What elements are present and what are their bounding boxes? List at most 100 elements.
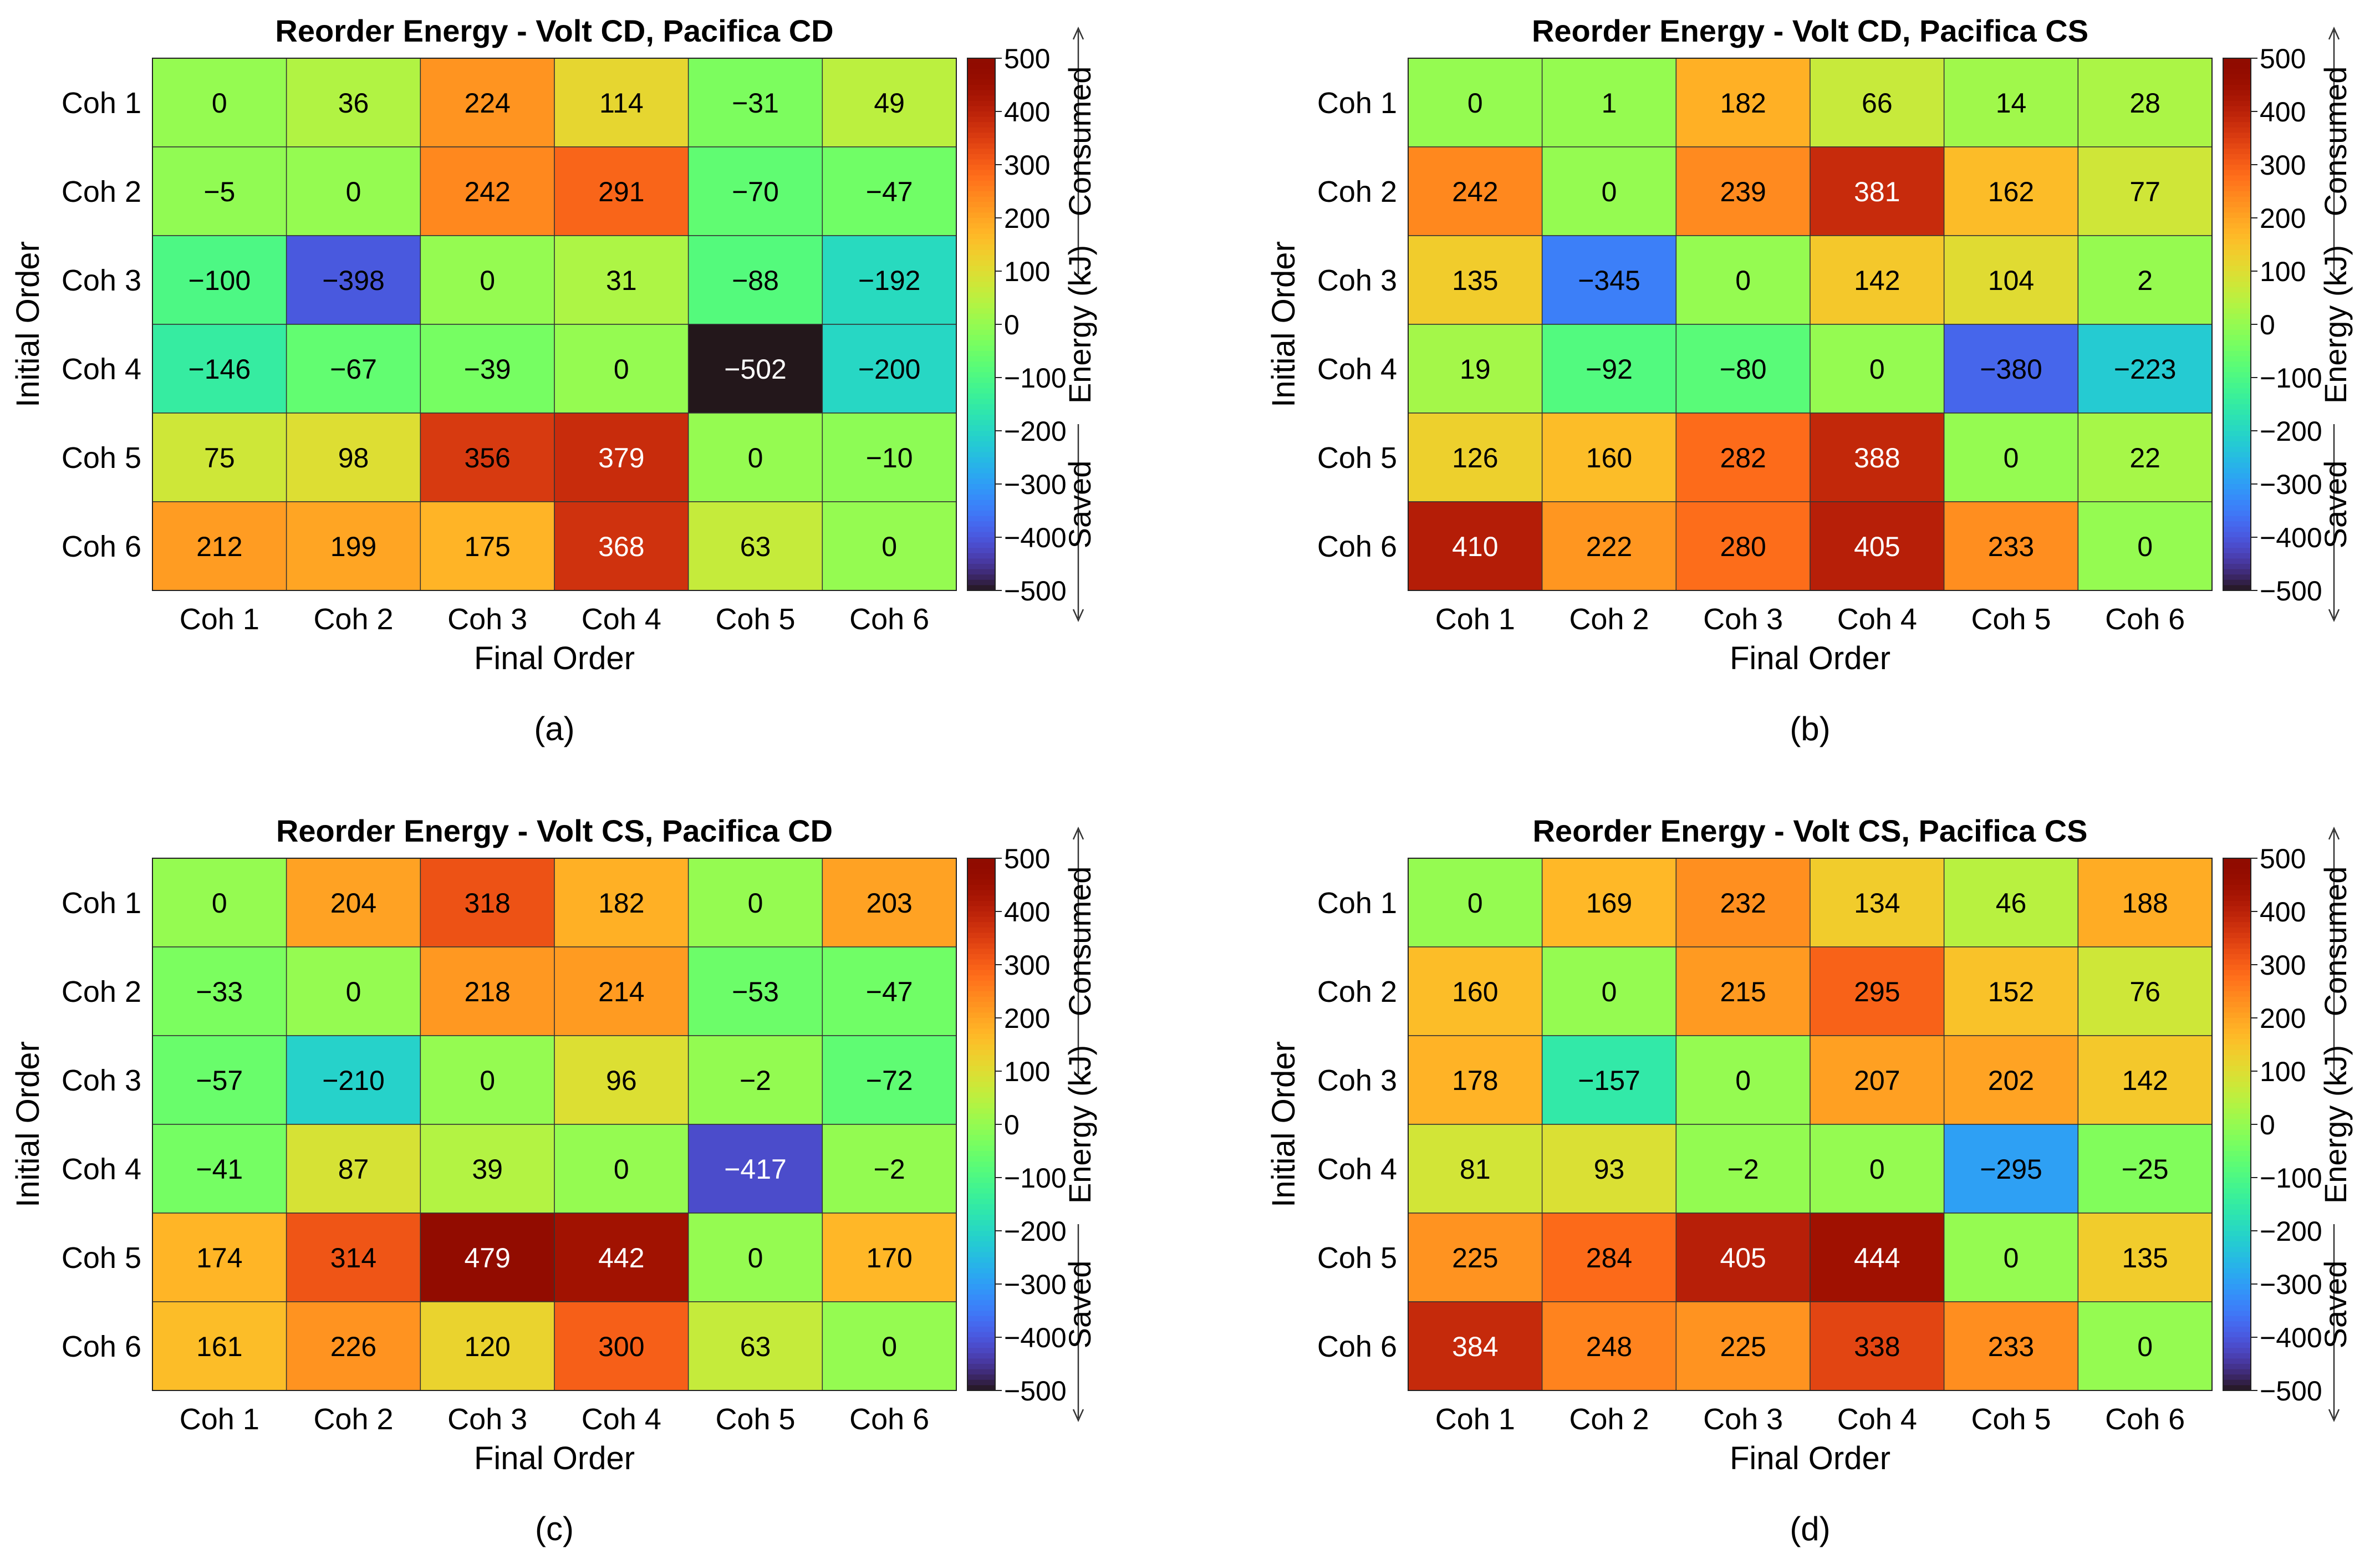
cell-value-label: 282 <box>1720 442 1766 473</box>
cell-value-label: −417 <box>724 1154 787 1185</box>
colorbar-tick-label: 0 <box>1004 1109 1020 1140</box>
colorbar-segment <box>967 895 995 901</box>
x-axis-label: Final Order <box>1730 640 1890 676</box>
colorbar-segment <box>2223 1018 2251 1024</box>
colorbar-segment <box>967 425 995 431</box>
heatmap-cell <box>286 1035 421 1125</box>
colorbar-segment <box>967 938 995 944</box>
colorbar-segment <box>967 569 995 575</box>
colorbar-segment <box>2223 1295 2251 1301</box>
col-tick-label: Coh 4 <box>582 603 661 636</box>
colorbar-segment <box>967 1385 995 1391</box>
colorbar-segment <box>967 1311 995 1317</box>
colorbar-segment <box>2223 409 2251 416</box>
colorbar-segment <box>2223 425 2251 431</box>
colorbar-segment <box>967 1199 995 1205</box>
heatmap-cell <box>1810 1213 1945 1302</box>
col-tick-label: Coh 1 <box>1435 603 1515 636</box>
row-tick-label: Coh 6 <box>1317 1330 1397 1363</box>
colorbar-tick-label: 0 <box>1004 309 1020 340</box>
heatmap-cell <box>687 946 823 1036</box>
cell-value-label: 248 <box>1586 1331 1632 1362</box>
colorbar-segment <box>2223 441 2251 447</box>
cell-value-label: 225 <box>1452 1242 1498 1273</box>
heatmap-cell <box>286 58 421 147</box>
colorbar-tick-label: 200 <box>2260 203 2306 234</box>
colorbar-segment <box>967 1129 995 1136</box>
colorbar-segment <box>2223 885 2251 891</box>
colorbar-segment <box>967 58 995 64</box>
heatmap-cell <box>554 235 689 325</box>
colorbar-segment <box>967 1204 995 1210</box>
colorbar-tick-label: 400 <box>1004 896 1050 928</box>
colorbar-segment <box>967 372 995 378</box>
colorbar-segment <box>2223 95 2251 101</box>
heatmap-cell <box>1541 501 1677 591</box>
colorbar-segment <box>2223 165 2251 171</box>
colorbar-segment <box>2223 1098 2251 1104</box>
heatmap-cell <box>152 1213 287 1302</box>
colorbar-segment <box>2223 1204 2251 1210</box>
heatmap-cell <box>1810 235 1945 325</box>
cell-value-label: −398 <box>322 265 385 296</box>
heatmap-cell <box>152 412 287 502</box>
colorbar-segment <box>2223 282 2251 288</box>
colorbar-segment <box>2223 266 2251 272</box>
row-tick-label: Coh 4 <box>62 353 141 386</box>
cell-value-label: 0 <box>1602 176 1617 207</box>
col-tick-label: Coh 5 <box>715 1403 795 1436</box>
colorbar-segment <box>967 319 995 325</box>
colorbar-segment <box>2223 106 2251 112</box>
heatmap-cell <box>822 501 957 591</box>
col-tick-label: Coh 2 <box>1569 1403 1649 1436</box>
colorbar-segment <box>2223 970 2251 976</box>
heatmap-cell <box>554 146 689 236</box>
colorbar-segment <box>2223 1103 2251 1109</box>
colorbar-segment <box>967 420 995 426</box>
colorbar-segment <box>2223 154 2251 160</box>
heatmap-cell <box>286 1301 421 1391</box>
heatmap-cell <box>420 1213 555 1302</box>
colorbar-segment <box>967 500 995 506</box>
colorbar-segment <box>967 266 995 272</box>
colorbar-segment <box>2223 1337 2251 1343</box>
colorbar-tick-label: 100 <box>2260 1056 2306 1087</box>
colorbar-segment <box>967 244 995 251</box>
heatmap-cell <box>687 412 823 502</box>
colorbar-segment <box>967 1215 995 1221</box>
heatmap-cell <box>420 1301 555 1391</box>
colorbar-segment <box>967 863 995 870</box>
colorbar-segment <box>2223 356 2251 363</box>
colorbar-segment <box>2223 949 2251 955</box>
heatmap-cell <box>1541 412 1677 502</box>
heatmap-cell <box>1541 235 1677 325</box>
colorbar-tick-label: 300 <box>2260 950 2306 981</box>
heatmap-cell <box>554 1301 689 1391</box>
cell-value-label: 0 <box>614 1154 629 1185</box>
colorbar-segment <box>2223 1156 2251 1163</box>
colorbar-segment <box>2223 1129 2251 1136</box>
row-tick-label: Coh 5 <box>62 441 141 475</box>
colorbar-tick-label: 300 <box>1004 950 1050 981</box>
colorbar-segment <box>2223 938 2251 944</box>
colorbar-segment <box>2223 1268 2251 1274</box>
heatmap-cell <box>152 946 287 1036</box>
colorbar-segment <box>2223 212 2251 218</box>
colorbar-segment <box>967 911 995 918</box>
cell-value-label: 135 <box>1452 265 1498 296</box>
colorbar-segment <box>967 361 995 368</box>
colorbar-segment <box>967 239 995 245</box>
cell-value-label: −295 <box>1980 1154 2042 1185</box>
cell-value-label: 300 <box>598 1331 644 1362</box>
colorbar-segment <box>967 489 995 496</box>
colorbar-tick-label: −400 <box>1004 522 1067 553</box>
heatmap-cell <box>152 324 287 414</box>
cell-value-label: 0 <box>1735 1065 1751 1096</box>
colorbar-tick-label: −400 <box>2260 522 2322 553</box>
colorbar-segment <box>2223 1305 2251 1311</box>
colorbar-segment <box>2223 431 2251 437</box>
chart-title: Reorder Energy - Volt CS, Pacifica CS <box>1532 813 2087 848</box>
colorbar-segment <box>967 1231 995 1237</box>
colorbar-segment <box>967 473 995 480</box>
